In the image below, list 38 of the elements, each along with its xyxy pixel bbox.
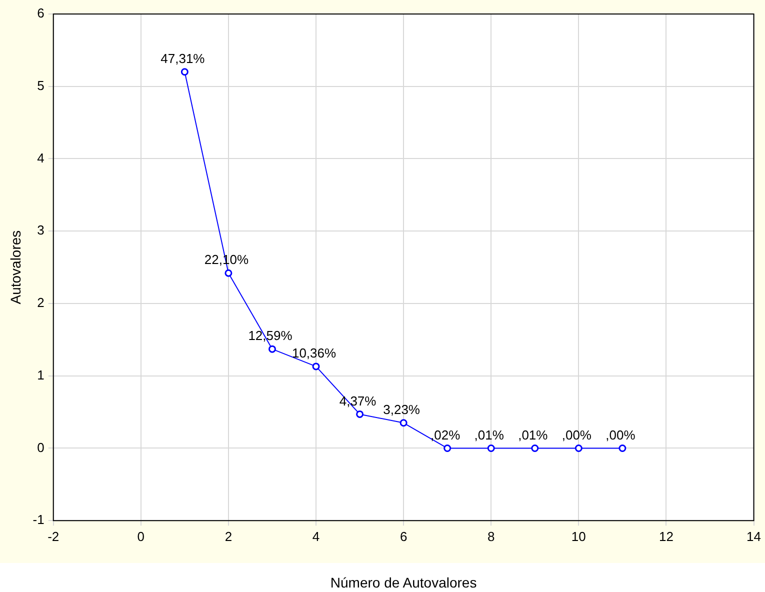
x-tick-label: 4 [312,528,320,544]
point [487,444,495,452]
point [618,444,626,452]
annotation: ,00% [606,427,636,442]
annotation: ,02% [430,427,461,442]
x-tick-label: 14 [746,528,762,544]
y-tick-label: 2 [37,295,44,310]
annotation: 3,23% [383,402,420,417]
point [444,444,452,452]
y-tick-label: 3 [37,222,44,238]
point [268,345,276,353]
x-tick-label: 2 [224,528,232,544]
x-tick-label: 12 [658,528,674,544]
y-tick-label: -1 [32,512,44,528]
annotation: ,00% [562,427,592,442]
point [224,269,232,277]
x-tick-label: 6 [400,528,408,544]
y-tick-label: 0 [37,440,44,455]
point [356,410,364,418]
point [400,419,408,427]
x-tick-label: 8 [488,528,495,544]
y-tick-label: 5 [37,78,44,93]
annotation: 10,36% [292,346,336,361]
x-tick-label: -2 [48,528,60,544]
point [531,444,539,452]
annotation: ,01% [518,427,548,442]
annotation: ,01% [474,427,504,442]
y-tick-label: 6 [37,6,44,21]
y-tick-label: 4 [37,150,44,166]
x-tick-label: 0 [137,528,145,544]
point [574,444,582,452]
y-tick-label: 1 [37,367,44,382]
annotation: 47,31% [160,50,206,66]
point [180,68,188,76]
point [312,362,320,370]
x-axis-title: Número de Autovalores [330,574,477,590]
y-axis-title: Autovalores [7,230,24,304]
x-tick-label: 10 [571,528,586,544]
